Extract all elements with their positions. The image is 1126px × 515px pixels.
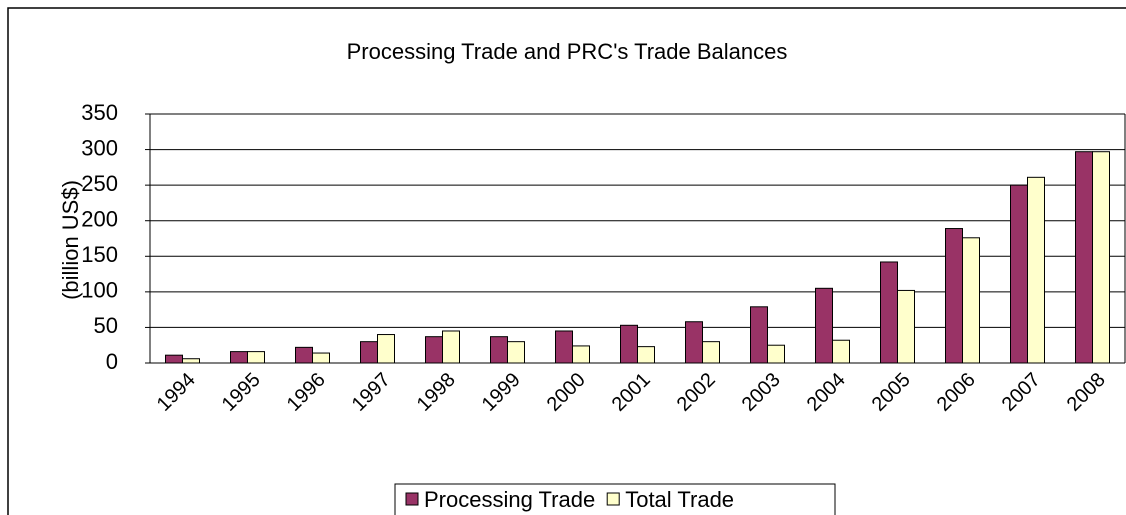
bar xyxy=(1075,151,1093,364)
chart-title: Processing Trade and PRC's Trade Balance… xyxy=(347,39,788,64)
bar xyxy=(490,336,508,364)
bar xyxy=(230,351,248,364)
bar xyxy=(880,261,898,364)
bar xyxy=(442,330,460,364)
bar xyxy=(312,352,330,364)
chart-frame xyxy=(7,7,1126,515)
bar xyxy=(750,306,768,364)
y-axis-label: (billion US$) xyxy=(58,180,83,300)
legend-swatch xyxy=(606,492,620,506)
y-tick-label: 200 xyxy=(81,207,118,232)
bar xyxy=(182,358,200,364)
bar xyxy=(165,354,183,364)
y-tick-label: 350 xyxy=(81,100,118,125)
bar xyxy=(962,237,980,364)
legend-swatch xyxy=(405,492,419,506)
bar xyxy=(295,346,313,364)
bar xyxy=(507,341,525,364)
bar xyxy=(832,339,850,364)
bar xyxy=(360,341,378,364)
y-tick-label: 150 xyxy=(81,242,118,267)
y-tick-label: 0 xyxy=(106,349,118,374)
bar xyxy=(620,324,638,364)
bar xyxy=(555,330,573,364)
bar xyxy=(897,289,915,364)
bar xyxy=(945,228,963,364)
bar xyxy=(377,334,395,364)
bar xyxy=(767,344,785,364)
legend-label: Processing Trade xyxy=(424,487,595,512)
bar xyxy=(425,336,443,364)
bar xyxy=(1010,184,1028,364)
bar xyxy=(685,321,703,364)
y-tick-label: 100 xyxy=(81,278,118,303)
y-tick-label: 300 xyxy=(81,135,118,160)
y-tick-label: 50 xyxy=(94,313,118,338)
bar xyxy=(637,346,655,364)
bar xyxy=(702,341,720,364)
bar xyxy=(815,287,833,364)
legend-label: Total Trade xyxy=(625,487,734,512)
bar xyxy=(1092,151,1110,364)
bar xyxy=(1027,176,1045,364)
bar xyxy=(247,351,265,364)
y-tick-label: 250 xyxy=(81,171,118,196)
bar xyxy=(572,345,590,364)
